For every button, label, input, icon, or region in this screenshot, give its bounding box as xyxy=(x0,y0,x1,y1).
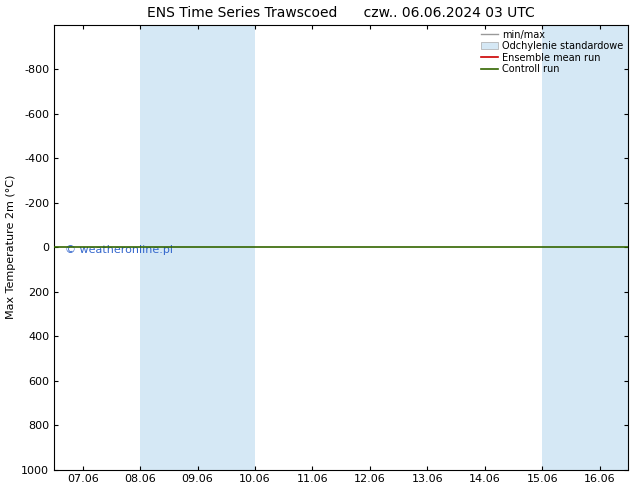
Y-axis label: Max Temperature 2m (°C): Max Temperature 2m (°C) xyxy=(6,175,16,319)
Text: © weatheronline.pl: © weatheronline.pl xyxy=(65,245,174,255)
Title: ENS Time Series Trawscoed      czw.. 06.06.2024 03 UTC: ENS Time Series Trawscoed czw.. 06.06.20… xyxy=(147,5,535,20)
Bar xyxy=(542,25,628,469)
Bar xyxy=(140,25,255,469)
Legend: min/max, Odchylenie standardowe, Ensemble mean run, Controll run: min/max, Odchylenie standardowe, Ensembl… xyxy=(479,28,626,76)
